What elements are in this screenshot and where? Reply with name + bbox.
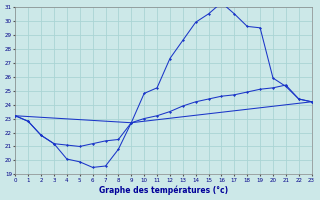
X-axis label: Graphe des températures (°c): Graphe des températures (°c) <box>99 186 228 195</box>
